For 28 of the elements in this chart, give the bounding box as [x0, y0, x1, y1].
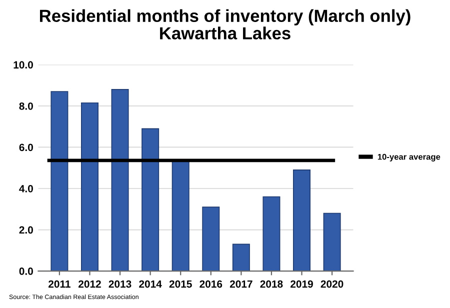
x-tick-label: 2016 [200, 280, 222, 288]
y-tick-label: 10.0 [14, 61, 33, 69]
x-tick-label: 2015 [169, 280, 192, 288]
bar [202, 206, 220, 272]
x-tick-label: 2018 [260, 280, 283, 288]
x-tick-label: 2014 [139, 280, 162, 288]
y-tick-label: 8.0 [19, 102, 33, 110]
x-tick-label: 2020 [320, 280, 344, 288]
x-tick-label: 2019 [290, 280, 313, 288]
y-tick-label: 0.0 [19, 268, 33, 275]
bar [262, 196, 280, 272]
x-tick-label: 2017 [230, 280, 252, 288]
bar [80, 102, 98, 272]
bar [323, 212, 341, 272]
bar [142, 128, 160, 272]
y-tick-label: 4.0 [19, 184, 33, 192]
ref-line-label: 10-year average [378, 154, 440, 162]
bar [172, 160, 190, 272]
x-tick-label: 2011 [48, 280, 70, 288]
bar [111, 89, 129, 272]
y-tick-label: 6.0 [19, 144, 33, 152]
x-tick-label: 2012 [78, 280, 101, 288]
bar [232, 244, 250, 272]
chart-title: Residential months of inventory (March only) Kawartha Lakes [40, 9, 410, 40]
x-tick-label: 2013 [108, 280, 132, 288]
y-tick-label: 2.0 [19, 226, 33, 234]
bar [50, 91, 68, 272]
bar [293, 170, 311, 272]
